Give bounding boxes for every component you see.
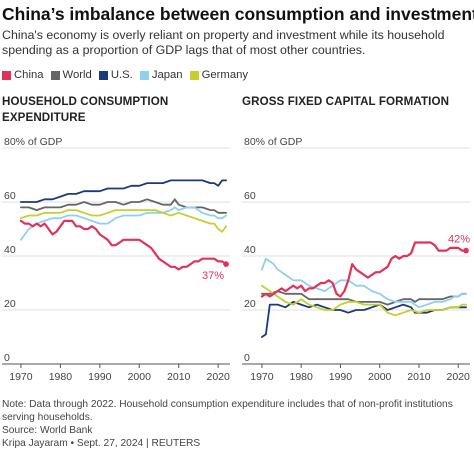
legend-item-japan: Japan <box>139 69 183 81</box>
capital-x-tick-label-2020: 2020 <box>447 371 471 383</box>
capital-series-line-world <box>261 290 467 306</box>
capital-x-tick-label-1970: 1970 <box>250 371 274 383</box>
capital-china-end-label: 42% <box>448 234 470 246</box>
legend-label-world: World <box>62 69 92 81</box>
legend-swatch-germany <box>189 70 199 80</box>
legend-swatch-china <box>2 70 11 80</box>
legend-item-china: China <box>2 69 44 81</box>
consumption-china-end-marker <box>223 261 229 267</box>
panel-title-consumption-line-1: HOUSEHOLD CONSUMPTION <box>2 95 169 108</box>
legend-swatch-japan <box>139 70 149 80</box>
capital-y-tick-label-80: 80% of GDP <box>244 136 302 148</box>
credit-line: Kripa Jayaram • Sept. 27, 2024 | REUTERS <box>2 438 201 449</box>
capital-x-tick-label-2010: 2010 <box>407 371 431 383</box>
capital-y-tick-label-40: 40 <box>244 244 256 256</box>
consumption-series-line-world <box>20 198 227 214</box>
legend-swatch-us <box>98 70 108 80</box>
source-line: Source: World Bank <box>2 425 93 436</box>
chart-subtitle: China's economy is overly reliant on pro… <box>2 28 445 57</box>
panel-title-capital-formation: GROSS FIXED CAPITAL FORMATION <box>242 94 449 110</box>
consumption-x-tick-label-2010: 2010 <box>167 371 191 383</box>
panel-title-consumption: HOUSEHOLD CONSUMPTION EXPENDITURE <box>2 94 168 126</box>
chart-title: China’s imbalance between consumption an… <box>2 4 474 24</box>
consumption-y-tick-label-80: 80% of GDP <box>4 136 62 148</box>
legend-item-us: U.S. <box>98 69 133 81</box>
consumption-x-tick-label-1980: 1980 <box>49 371 73 383</box>
consumption-y-tick-label-60: 60 <box>4 190 16 202</box>
consumption-x-tick-label-2000: 2000 <box>128 371 152 383</box>
capital-y-tick-label-60: 60 <box>244 190 256 202</box>
consumption-y-tick-label-0: 0 <box>4 352 10 364</box>
legend-item-germany: Germany <box>189 69 249 81</box>
consumption-x-tick-label-2020: 2020 <box>206 371 230 383</box>
capital-series-line-japan <box>261 257 467 309</box>
consumption-y-tick-label-20: 20 <box>4 298 16 310</box>
footnote: Note: Data through 2022. Household consu… <box>2 399 453 423</box>
capital-y-tick-label-20: 20 <box>244 298 256 310</box>
panel-title-consumption-line-2: EXPENDITURE <box>2 111 86 124</box>
panel-title-capital-formation-line-1: GROSS FIXED CAPITAL FORMATION <box>242 95 450 108</box>
legend-swatch-world <box>50 70 60 80</box>
legend-label-japan: Japan <box>151 69 183 81</box>
consumption-x-tick-label-1970: 1970 <box>9 371 33 383</box>
legend: China World U.S. Japan Germany <box>2 69 255 81</box>
capital-x-tick-label-1980: 1980 <box>290 371 314 383</box>
consumption-series-line-germany <box>20 209 227 233</box>
capital-series-line-germany <box>261 284 467 317</box>
consumption-x-tick-label-1990: 1990 <box>88 371 112 383</box>
legend-label-germany: Germany <box>201 69 249 81</box>
consumption-series-line-japan <box>20 206 227 241</box>
capital-x-tick-label-2000: 2000 <box>368 371 392 383</box>
legend-label-us: U.S. <box>110 69 133 81</box>
capital-series-line-china <box>260 241 468 298</box>
consumption-series-line-us <box>20 179 227 203</box>
capital-y-tick-label-0: 0 <box>244 352 250 364</box>
consumption-china-end-label: 37% <box>202 270 224 282</box>
capital-series-line-us <box>261 301 467 338</box>
consumption-y-tick-label-40: 40 <box>4 244 16 256</box>
legend-item-world: World <box>50 69 92 81</box>
capital-china-end-marker <box>463 247 469 254</box>
consumption-series-line-china <box>19 219 228 271</box>
capital-x-tick-label-1990: 1990 <box>329 371 353 383</box>
legend-label-china: China <box>14 69 44 81</box>
